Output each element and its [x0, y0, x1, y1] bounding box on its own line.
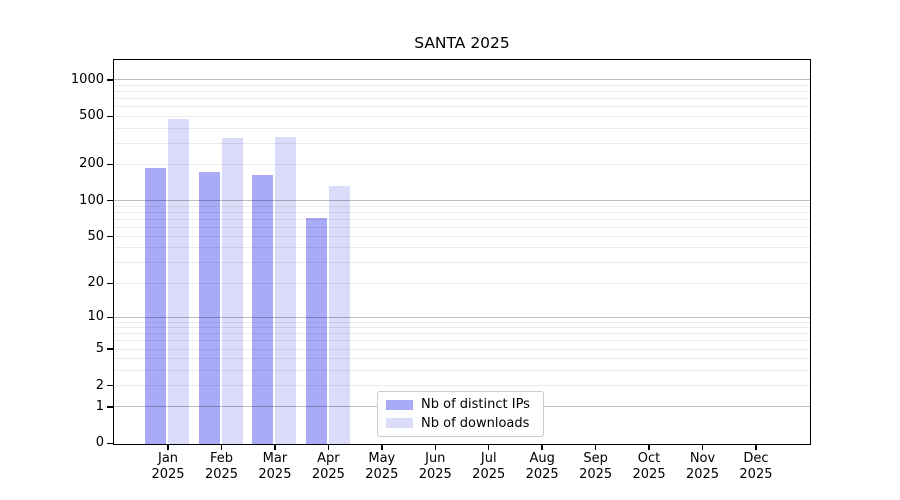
bar-distinct-ips: [252, 175, 274, 444]
legend: Nb of distinct IPs Nb of downloads: [377, 391, 544, 437]
legend-row: Nb of distinct IPs: [378, 397, 543, 412]
y-gridline-minor: [114, 262, 810, 264]
y-tick-label: 200: [79, 156, 104, 172]
y-tick: [107, 282, 113, 285]
y-tick: [107, 316, 113, 319]
y-tick-label: 5: [95, 341, 104, 357]
y-gridline-minor: [114, 340, 810, 342]
y-tick-label: 100: [79, 192, 104, 208]
x-tick-label: Jun 2025: [418, 451, 452, 482]
legend-swatch-distinct-ips: [386, 399, 413, 410]
y-tick-label: 50: [87, 228, 104, 244]
x-tick-label: Apr 2025: [311, 451, 345, 482]
x-tick-label: Nov 2025: [685, 451, 720, 482]
y-tick-label: 1000: [70, 72, 104, 88]
x-tick: [220, 445, 223, 450]
y-gridline-minor: [114, 369, 810, 371]
x-tick-label: Sep 2025: [579, 451, 613, 482]
y-gridline-major: [114, 79, 810, 81]
y-gridline-minor: [114, 98, 810, 100]
chart-title: SANTA 2025: [414, 34, 510, 52]
y-tick-label: 1: [95, 398, 104, 414]
y-tick: [107, 348, 113, 350]
y-tick-label: 2: [95, 377, 104, 393]
y-gridline-major: [114, 316, 810, 318]
x-tick-label: Oct 2025: [632, 451, 666, 482]
x-tick: [594, 445, 597, 450]
y-gridline-minor: [114, 115, 810, 117]
y-tick-label: 0: [95, 435, 104, 451]
plot-area: [113, 59, 811, 445]
x-tick-label: Mar 2025: [258, 451, 292, 482]
x-tick: [381, 445, 383, 450]
y-tick: [107, 384, 113, 387]
y-gridline-minor: [114, 358, 810, 360]
x-tick: [434, 445, 437, 450]
y-tick: [107, 442, 113, 445]
y-gridline-minor: [114, 327, 810, 329]
y-gridline-minor: [114, 127, 810, 129]
y-gridline-minor: [114, 205, 810, 207]
y-gridline-minor: [114, 218, 810, 220]
bar-distinct-ips: [145, 167, 167, 444]
x-tick-label: Jul 2025: [472, 451, 506, 482]
y-gridline-major: [114, 200, 810, 202]
y-gridline-minor: [114, 321, 810, 323]
y-tick: [107, 163, 113, 166]
x-tick: [648, 445, 650, 450]
y-tick: [107, 115, 113, 118]
x-tick: [167, 445, 169, 450]
y-gridline-minor: [114, 226, 810, 228]
y-gridline-minor: [114, 91, 810, 93]
legend-label: Nb of distinct IPs: [421, 397, 530, 413]
y-gridline-minor: [114, 142, 810, 144]
plot-inner: [114, 60, 810, 444]
x-tick: [274, 445, 276, 450]
x-tick: [701, 445, 704, 450]
y-gridline-minor: [114, 106, 810, 108]
y-tick: [107, 235, 113, 238]
bar-distinct-ips: [305, 218, 327, 444]
y-tick-label: 20: [87, 275, 104, 291]
bar-distinct-ips: [198, 172, 220, 444]
y-gridline-minor: [114, 385, 810, 387]
x-tick: [755, 445, 757, 450]
x-tick-label: Aug 2025: [525, 451, 559, 482]
y-gridline-minor: [114, 235, 810, 237]
y-tick: [107, 79, 113, 81]
y-gridline-minor: [114, 333, 810, 335]
legend-row: Nb of downloads: [378, 416, 543, 431]
bar-downloads: [275, 136, 297, 444]
bar-downloads: [221, 138, 243, 444]
y-gridline-minor: [114, 282, 810, 284]
x-tick-label: May 2025: [365, 451, 399, 482]
y-gridline-minor: [114, 348, 810, 350]
y-tick-label: 10: [87, 309, 104, 325]
y-tick: [107, 199, 113, 202]
legend-swatch-downloads: [386, 418, 413, 429]
x-tick: [487, 445, 490, 450]
y-gridline-minor: [114, 211, 810, 213]
x-tick-label: Jan 2025: [151, 451, 185, 482]
x-tick-label: Dec 2025: [739, 451, 773, 482]
y-gridline-minor: [114, 163, 810, 165]
x-tick: [327, 445, 330, 450]
bar-downloads: [168, 119, 190, 444]
x-tick-label: Feb 2025: [204, 451, 239, 482]
y-gridline-minor: [114, 247, 810, 249]
y-tick-label: 500: [79, 108, 104, 124]
bar-downloads: [328, 185, 350, 444]
x-tick: [541, 445, 543, 450]
legend-label: Nb of downloads: [421, 415, 530, 431]
y-tick: [107, 406, 113, 408]
y-gridline-minor: [114, 84, 810, 86]
